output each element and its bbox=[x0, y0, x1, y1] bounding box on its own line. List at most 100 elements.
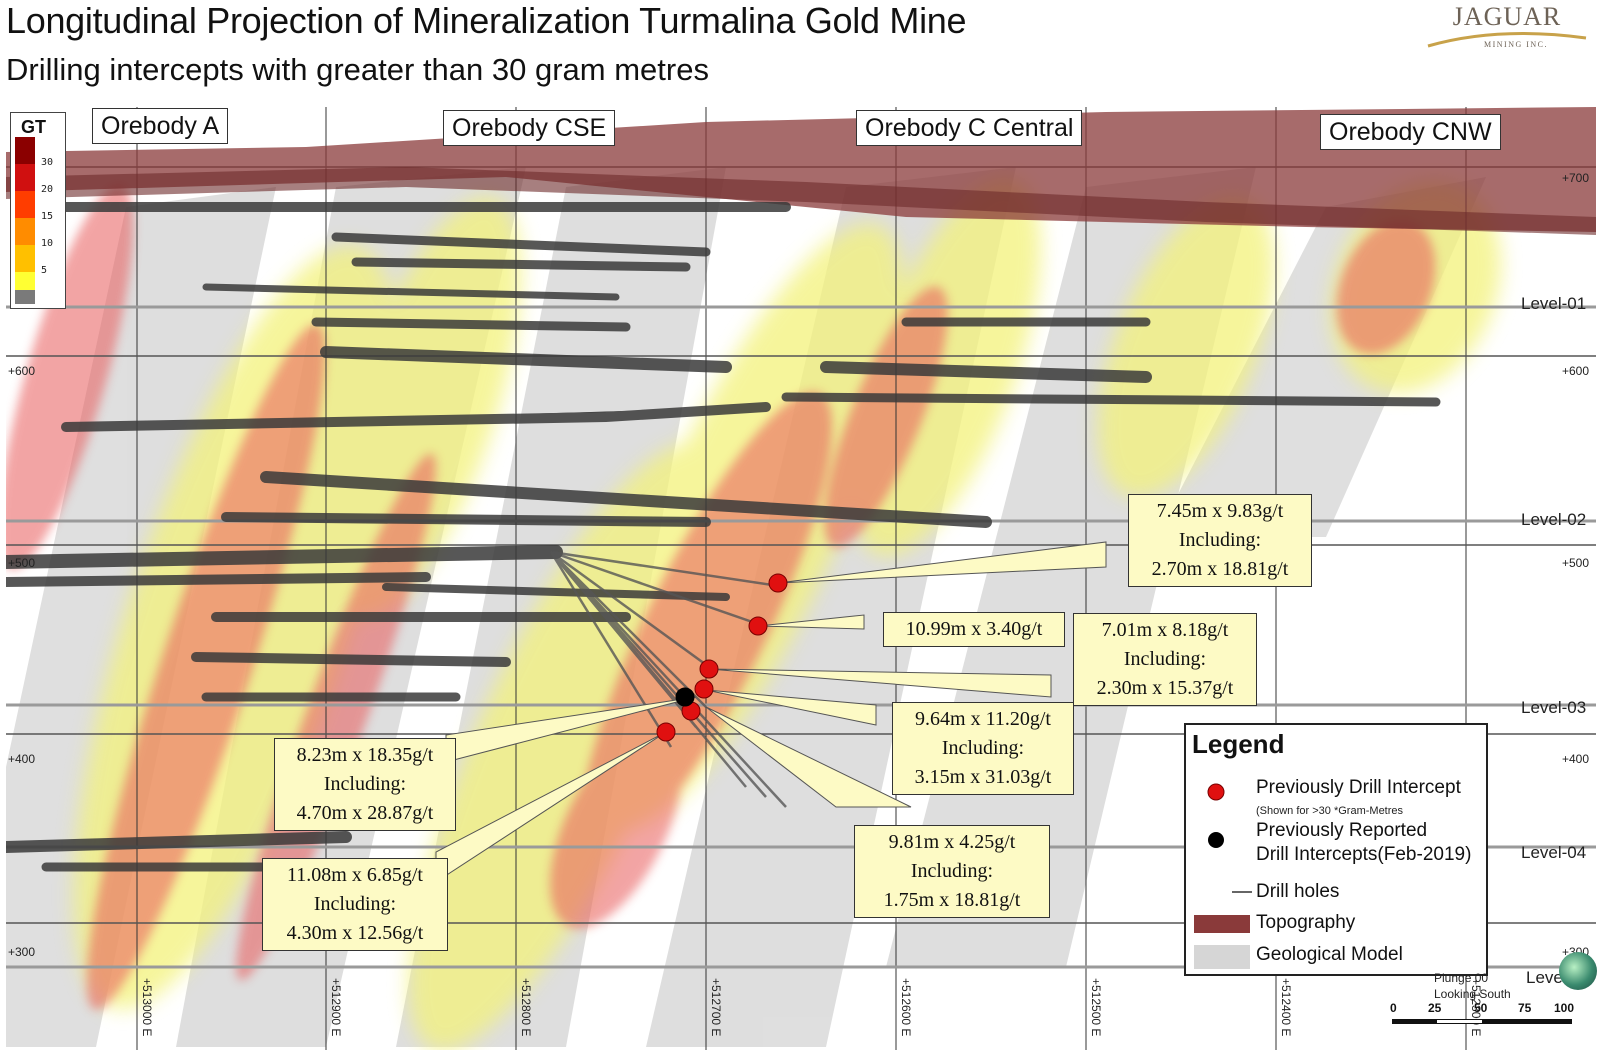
legend-red-point-note: (Shown for >30 *Gram-Metres bbox=[1256, 805, 1404, 817]
elevation-label-right: +700 bbox=[1562, 171, 1590, 185]
gt-band-grey bbox=[15, 290, 35, 304]
legend-title: Legend bbox=[1192, 729, 1285, 759]
intercept-callout: 7.45m x 9.83g/t Including: 2.70m x 18.81… bbox=[1128, 494, 1312, 587]
intercept-callout: 11.08m x 6.85g/t Including: 4.30m x 12.5… bbox=[262, 858, 448, 951]
level-label: Level-01 bbox=[1521, 294, 1587, 313]
company-logo: JAGUAR MINING INC. bbox=[1418, 2, 1596, 54]
scale-tick-label: 50 bbox=[1474, 1001, 1488, 1015]
easting-label: +512700 E bbox=[709, 978, 723, 1037]
easting-label: +512900 E bbox=[329, 978, 343, 1037]
legend-black-point-icon bbox=[1208, 832, 1224, 848]
scale-tick-label: 100 bbox=[1554, 1001, 1575, 1015]
orientation-compass-icon bbox=[1559, 952, 1597, 990]
gt-band-dark-red bbox=[15, 137, 35, 164]
orebody-label-cse: Orebody CSE bbox=[443, 110, 616, 146]
plunge-text: Plunge 00 bbox=[1434, 971, 1489, 985]
callout-line: 4.70m x 28.87g/t bbox=[296, 802, 434, 824]
topography bbox=[6, 107, 1596, 235]
map-title: Longitudinal Projection of Mineralizatio… bbox=[6, 0, 967, 41]
legend-geological-model-swatch bbox=[1194, 945, 1250, 969]
callout-line: Including: bbox=[910, 860, 994, 882]
gt-band-orange bbox=[15, 218, 35, 245]
callout-line: 4.30m x 12.56g/t bbox=[286, 922, 424, 944]
scale-segment bbox=[1437, 1019, 1482, 1024]
elevation-label-right: +600 bbox=[1562, 364, 1590, 378]
drill-holes bbox=[549, 550, 787, 808]
longitudinal-projection-map bbox=[6, 107, 1596, 1050]
legend-topography-swatch bbox=[1194, 915, 1250, 933]
level-label: Level-02 bbox=[1521, 510, 1587, 529]
gt-scale-title: GT bbox=[21, 117, 46, 137]
callout-line: 3.15m x 31.03g/t bbox=[914, 766, 1052, 788]
callout-line: Including: bbox=[1123, 648, 1207, 670]
scale-segment bbox=[1392, 1019, 1437, 1024]
map-canvas bbox=[6, 107, 1596, 1050]
elevation-label-left: +300 bbox=[8, 945, 36, 959]
legend-black-point-label-2: Drill Intercepts(Feb-2019) bbox=[1256, 844, 1472, 865]
callout-line: Including: bbox=[1178, 529, 1262, 551]
callout-line: 11.08m x 6.85g/t bbox=[287, 864, 423, 886]
elevation-label-right: +500 bbox=[1562, 556, 1590, 570]
elevation-label-left: +400 bbox=[8, 752, 36, 766]
gt-colour-scale: GT 30 20 15 10 5 bbox=[10, 112, 66, 309]
elevation-label-left: +500 bbox=[8, 556, 36, 570]
easting-label: +512800 E bbox=[519, 978, 533, 1037]
legend-drill-holes-label: Drill holes bbox=[1256, 881, 1340, 902]
legend-red-point-label: Previously Drill Intercept bbox=[1256, 777, 1461, 798]
callout-line: Including: bbox=[323, 773, 407, 795]
gt-tick: 10 bbox=[41, 238, 54, 249]
map-legend: Legend Previously Drill Intercept (Shown… bbox=[1184, 723, 1488, 976]
level-label: Level-03 bbox=[1521, 698, 1587, 717]
scale-bar: 0 25 50 75 100 bbox=[1384, 1001, 1584, 1041]
gt-tick: 20 bbox=[41, 184, 54, 195]
legend-black-point-label-1: Previously Reported bbox=[1256, 820, 1428, 841]
elevation-label-left: +600 bbox=[8, 364, 36, 378]
looking-text: Looking South bbox=[1434, 987, 1511, 1001]
callout-line: 7.01m x 8.18g/t bbox=[1101, 619, 1229, 641]
gt-band-red bbox=[15, 164, 35, 191]
elevation-label-right: +400 bbox=[1562, 752, 1590, 766]
gt-tick: 15 bbox=[41, 211, 54, 222]
legend-symbols bbox=[1194, 783, 1252, 969]
legend-geological-model-label: Geological Model bbox=[1256, 944, 1403, 965]
level-label: Level-04 bbox=[1521, 843, 1587, 862]
intercept-callout: 10.99m x 3.40g/t bbox=[883, 612, 1065, 647]
callout-line: Including: bbox=[941, 737, 1025, 759]
legend-red-point-icon bbox=[1207, 783, 1225, 801]
gt-tick: 30 bbox=[41, 157, 54, 168]
scale-tick-label: 75 bbox=[1518, 1001, 1532, 1015]
callout-line: 9.64m x 11.20g/t bbox=[915, 708, 1051, 730]
callout-line: 2.30m x 15.37g/t bbox=[1096, 677, 1234, 699]
intercept-callout: 9.64m x 11.20g/t Including: 3.15m x 31.0… bbox=[892, 702, 1074, 795]
gt-tick: 5 bbox=[41, 265, 48, 276]
drill-intercepts bbox=[656, 573, 788, 742]
callout-line: 7.45m x 9.83g/t bbox=[1156, 500, 1284, 522]
legend-topography-label: Topography bbox=[1256, 912, 1356, 933]
orebody-label-cnw: Orebody CNW bbox=[1320, 114, 1501, 150]
orebody-label-a: Orebody A bbox=[92, 108, 229, 144]
gt-band-yellow bbox=[15, 272, 35, 290]
gt-band-amber bbox=[15, 245, 35, 272]
callout-line: Including: bbox=[313, 893, 397, 915]
callout-leaders bbox=[435, 541, 1107, 883]
scale-tick-label: 0 bbox=[1390, 1001, 1397, 1015]
intercept-callout: 9.81m x 4.25g/t Including: 1.75m x 18.81… bbox=[854, 825, 1050, 918]
callout-line: 2.70m x 18.81g/t bbox=[1151, 558, 1289, 580]
easting-label: +512600 E bbox=[899, 978, 913, 1037]
logo-swoosh bbox=[1427, 32, 1587, 48]
easting-label: +513000 E bbox=[140, 978, 154, 1037]
intercept-callout: 7.01m x 8.18g/t Including: 2.30m x 15.37… bbox=[1073, 613, 1257, 706]
callout-line: 9.81m x 4.25g/t bbox=[888, 831, 1016, 853]
logo-wordmark: JAGUAR bbox=[1452, 2, 1562, 31]
orebody-label-c-central: Orebody C Central bbox=[856, 110, 1083, 146]
callout-line: 1.75m x 18.81g/t bbox=[883, 889, 1021, 911]
development-drifts bbox=[6, 202, 1441, 872]
easting-label: +512500 E bbox=[1089, 978, 1103, 1037]
scale-tick-label: 25 bbox=[1428, 1001, 1442, 1015]
view-orientation: Plunge 00 Looking South bbox=[1434, 970, 1511, 1002]
intercept-callout: 8.23m x 18.35g/t Including: 4.70m x 28.8… bbox=[274, 738, 456, 831]
callout-line: 10.99m x 3.40g/t bbox=[905, 618, 1043, 640]
map-subtitle: Drilling intercepts with greater than 30… bbox=[6, 52, 709, 87]
easting-label: +512400 E bbox=[1279, 978, 1293, 1037]
gt-band-orange-red bbox=[15, 191, 35, 218]
